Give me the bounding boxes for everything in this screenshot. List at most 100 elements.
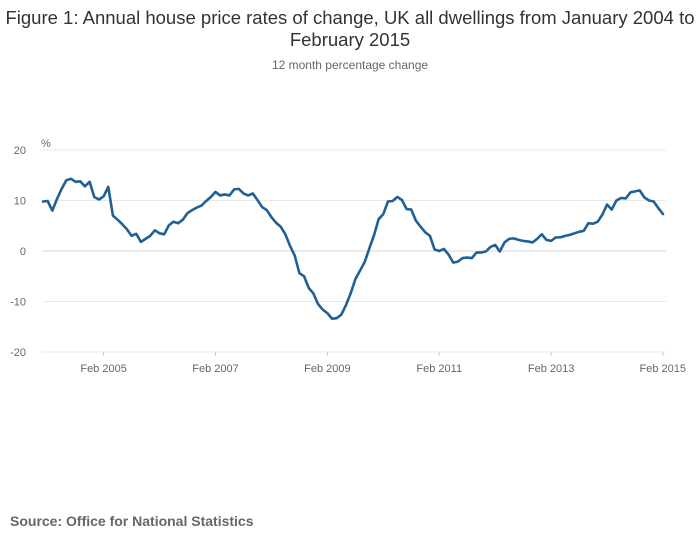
data-point <box>586 221 590 225</box>
data-point <box>279 225 283 229</box>
data-point <box>521 239 525 243</box>
data-point <box>619 196 623 200</box>
data-point <box>134 232 138 236</box>
data-point <box>200 204 204 208</box>
data-point <box>349 291 353 295</box>
data-point <box>83 184 87 188</box>
data-point <box>516 238 520 242</box>
data-point <box>400 198 404 202</box>
y-tick-label: -20 <box>10 347 26 359</box>
data-point <box>582 229 586 233</box>
data-point <box>661 212 665 216</box>
data-point <box>605 203 609 207</box>
data-point <box>223 192 227 196</box>
x-tick-label: Feb 2015 <box>640 363 686 375</box>
data-point <box>50 209 54 213</box>
data-point <box>456 260 460 264</box>
data-point <box>475 251 479 255</box>
data-point <box>447 253 451 257</box>
gridlines <box>43 149 666 353</box>
x-tick-label: Feb 2005 <box>80 363 126 375</box>
data-point <box>97 197 101 201</box>
x-tick-label: Feb 2013 <box>528 363 574 375</box>
data-point <box>241 191 245 195</box>
data-point <box>218 193 222 197</box>
data-point <box>465 256 469 260</box>
data-point <box>102 194 106 198</box>
data-point <box>563 234 567 238</box>
data-point <box>489 245 493 249</box>
data-point <box>451 261 455 265</box>
data-point <box>269 215 273 219</box>
data-point <box>638 188 642 192</box>
source-note: Source: Office for National Statistics <box>10 513 254 529</box>
data-point <box>512 236 516 240</box>
data-point <box>484 250 488 254</box>
data-point <box>372 233 376 237</box>
data-point <box>498 250 502 254</box>
data-point <box>614 199 618 203</box>
data-point <box>158 231 162 235</box>
data-point <box>167 223 171 227</box>
data-point <box>293 254 297 258</box>
data-point <box>507 237 511 241</box>
data-point <box>325 311 329 315</box>
data-point <box>237 187 241 191</box>
data-point <box>330 317 334 321</box>
data-point <box>405 207 409 211</box>
series-line <box>41 177 665 320</box>
data-point <box>610 208 614 212</box>
data-point <box>213 190 217 194</box>
y-tick-label: 10 <box>14 196 26 208</box>
data-point <box>311 291 315 295</box>
data-point <box>470 256 474 260</box>
data-point <box>540 232 544 236</box>
data-point <box>391 199 395 203</box>
data-point <box>423 230 427 234</box>
data-point <box>246 193 250 197</box>
data-point <box>274 221 278 225</box>
data-point <box>377 217 381 221</box>
y-tick-label: 0 <box>20 246 26 258</box>
data-point <box>419 225 423 229</box>
data-point <box>130 234 134 238</box>
data-point <box>503 240 507 244</box>
data-point <box>111 214 115 218</box>
data-point <box>316 302 320 306</box>
data-point <box>554 235 558 239</box>
data-point <box>120 222 124 226</box>
data-point <box>381 212 385 216</box>
data-point <box>69 177 73 181</box>
data-point <box>153 228 157 232</box>
chart-subtitle: 12 month percentage change <box>271 58 429 72</box>
data-points <box>41 177 665 321</box>
data-point <box>125 227 129 231</box>
data-point <box>339 313 343 317</box>
data-point <box>363 260 367 264</box>
data-point <box>600 213 604 217</box>
data-point <box>283 232 287 236</box>
data-point <box>186 211 190 215</box>
chart-title: Figure 1: Annual house price rates of ch… <box>5 7 695 50</box>
x-axis: Feb 2005 Feb 2007 Feb 2009 Feb 2011 Feb 2013… <box>80 352 686 375</box>
data-point <box>535 237 539 241</box>
data-point <box>577 230 581 234</box>
data-point <box>255 198 259 202</box>
data-point <box>656 206 660 210</box>
data-point <box>232 187 236 191</box>
data-point <box>572 231 576 235</box>
data-point <box>307 286 311 290</box>
data-point <box>190 208 194 212</box>
data-point <box>358 269 362 273</box>
y-tick-label: 20 <box>14 145 26 157</box>
data-point <box>353 277 357 281</box>
x-tick-label: Feb 2011 <box>416 363 462 375</box>
data-point <box>55 197 59 201</box>
data-point <box>549 239 553 243</box>
data-point <box>88 180 92 184</box>
data-point <box>479 251 483 255</box>
data-point <box>591 222 595 226</box>
data-point <box>297 271 301 275</box>
data-point <box>395 195 399 199</box>
